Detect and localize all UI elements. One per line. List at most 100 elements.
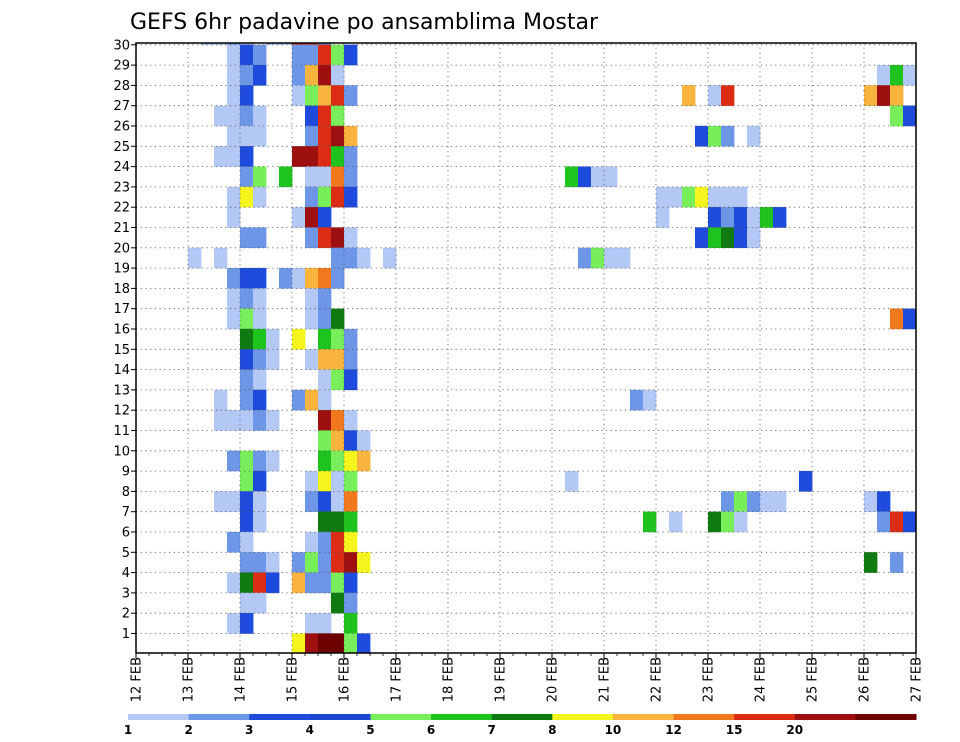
heatmap-cell [240,592,254,614]
heatmap-cell [617,247,631,269]
colorbar-label: 5 [366,723,374,737]
y-tick-label: 29 [113,59,130,74]
y-tick-label: 4 [122,566,130,581]
heatmap-cell [318,369,332,391]
heatmap-cell [240,328,254,350]
colorbar-label: 2 [184,723,192,737]
heatmap-cell [292,267,306,289]
heatmap-cell [253,105,267,127]
heatmap-cell [240,511,254,533]
heatmap-cell [266,410,280,431]
colorbar-label: 4 [306,723,314,737]
heatmap-cell [227,207,241,228]
heatmap-cell [279,166,293,188]
heatmap-cell [318,166,332,188]
heatmap-cell [214,146,228,167]
heatmap-cell [747,227,761,249]
heatmap-cell [318,552,332,573]
heatmap-cell [253,186,267,208]
heatmap-cell [578,247,592,269]
heatmap-cell [227,44,241,66]
heatmap-cell [240,64,254,86]
x-tick-label: 21 FEB [598,657,613,702]
heatmap-cell [747,125,761,147]
heatmap-cell [318,491,332,512]
colorbar-label: 12 [665,723,682,737]
heatmap-cell [903,64,917,86]
heatmap-cell [318,64,332,86]
heatmap-cell [253,288,267,309]
heatmap-cell [305,64,319,86]
y-tick-label: 24 [113,160,130,175]
heatmap-cell [721,186,735,208]
heatmap-cell [253,511,267,533]
heatmap-cell [747,491,761,512]
heatmap-cell [305,43,319,46]
heatmap-cell [357,450,371,472]
heatmap-cell [227,450,241,472]
heatmap-cell [253,592,267,614]
y-tick-label: 17 [113,302,130,317]
heatmap-cell [253,64,267,86]
heatmap-cell [331,85,345,106]
heatmap-cell [305,349,319,370]
heatmap-cell [383,247,397,269]
heatmap-cell [227,613,241,634]
heatmap-cell [318,308,332,330]
x-tick-label: 16 FEB [338,657,353,702]
heatmap-cell [305,85,319,106]
heatmap-cell [279,267,293,289]
heatmap-cell [877,511,891,533]
heatmap-cell [734,227,748,249]
heatmap-cell [305,166,319,188]
heatmap-cell [240,470,254,492]
colorbar-swatch [249,714,311,720]
heatmap-cell [708,511,722,533]
heatmap-cell [344,85,358,106]
heatmap-cell [318,85,332,106]
colorbar-swatch [188,714,250,720]
heatmap-cell [305,186,319,208]
heatmap-cell [305,227,319,249]
x-tick-label: 17 FEB [390,657,405,702]
heatmap-cell [292,64,306,86]
heatmap-cell [630,389,644,411]
colorbar-label: 6 [427,723,435,737]
heatmap-cell [214,410,228,431]
heatmap-cell [253,552,267,573]
heatmap-cell [227,491,241,512]
x-tick-label: 19 FEB [494,657,509,702]
heatmap-cell [591,247,605,269]
heatmap-cell [240,105,254,127]
heatmap-cell [292,146,306,167]
heatmap-cell [331,105,345,127]
heatmap-cell [682,186,696,208]
heatmap-cell [240,572,254,594]
heatmap-cell [240,186,254,208]
heatmap-cell [344,146,358,167]
heatmap-cell [305,491,319,512]
y-tick-label: 12 [113,404,130,419]
y-tick-label: 8 [122,485,130,500]
heatmap-cell [305,288,319,309]
heatmap-cell [240,613,254,634]
heatmap-cell [864,491,878,512]
heatmap-cell [708,125,722,147]
heatmap-cell [253,44,267,66]
heatmap-cell [253,328,267,350]
x-tick-label: 24 FEB [754,657,769,702]
heatmap-cell [331,410,345,431]
heatmap-cell [708,207,722,228]
heatmap-cell [877,85,891,106]
y-tick-label: 9 [122,465,130,480]
heatmap-cell [318,430,332,452]
colorbar-legend: 1 2 3 4 5 6 7 8 10 12 15 20 [124,714,917,737]
heatmap-cell [305,531,319,553]
heatmap-cell [227,43,241,46]
heatmap-cell [266,328,280,350]
colorbar-swatch [734,714,796,720]
heatmap-cell [227,85,241,106]
colorbar-label: 3 [245,723,253,737]
colorbar-swatch [128,714,190,720]
heatmap-cell [747,207,761,228]
